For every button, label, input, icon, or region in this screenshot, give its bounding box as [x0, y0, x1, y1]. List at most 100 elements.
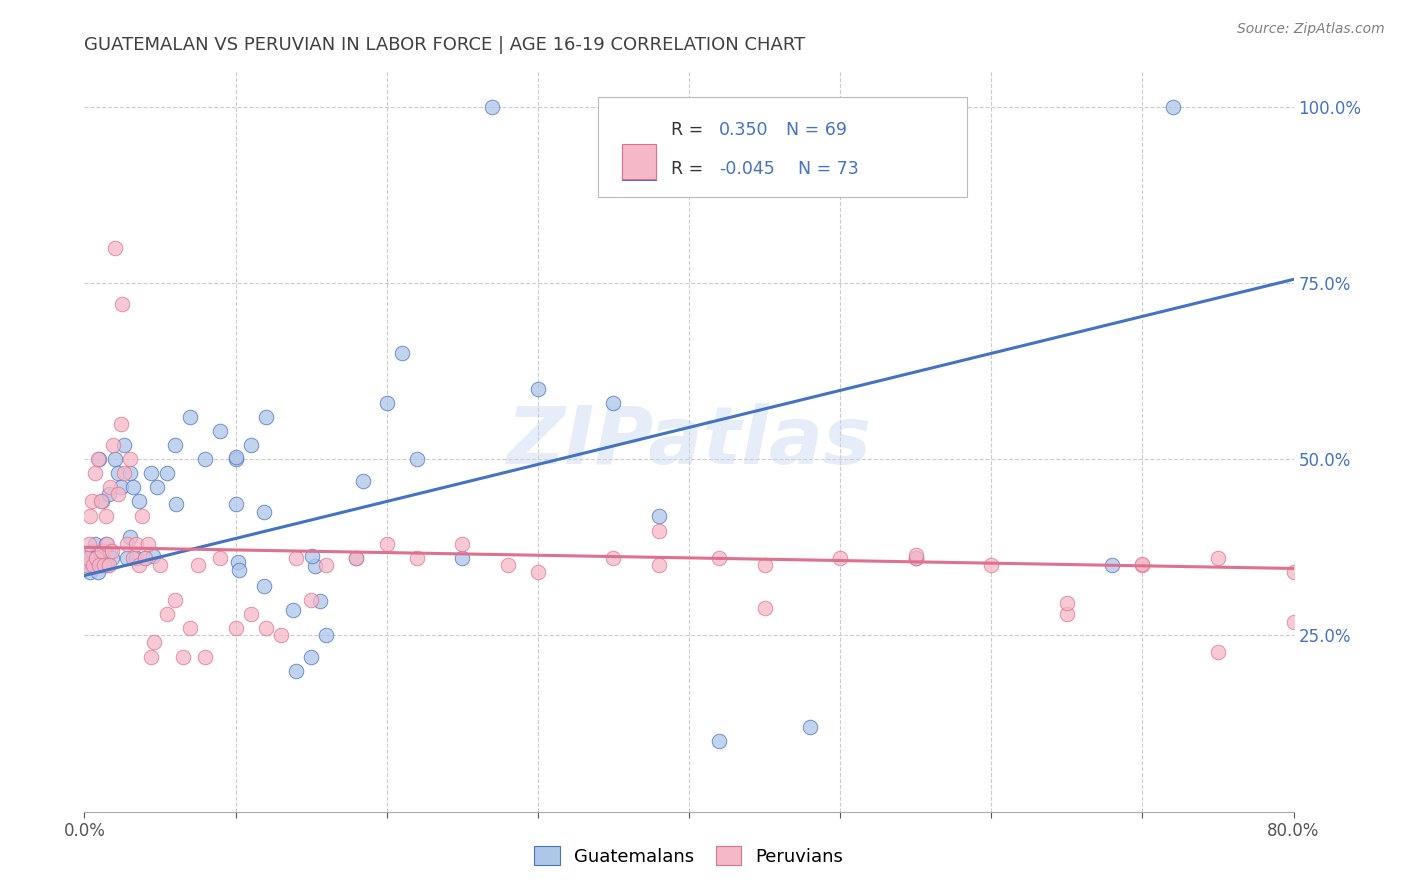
Point — [451, 550, 474, 565]
Point — [98, 480, 121, 494]
Text: N = 73: N = 73 — [797, 160, 859, 178]
Point — [225, 621, 247, 635]
Point — [134, 550, 156, 565]
Point — [128, 558, 150, 572]
Point — [253, 579, 276, 593]
Point — [93, 558, 115, 572]
Point — [80, 494, 103, 508]
Point — [134, 550, 156, 565]
FancyBboxPatch shape — [599, 97, 967, 197]
Point — [156, 467, 179, 481]
Point — [107, 487, 129, 501]
Point — [1130, 557, 1153, 571]
Point — [209, 550, 232, 565]
Point — [76, 550, 98, 565]
Text: ZIPatlas: ZIPatlas — [506, 402, 872, 481]
Point — [904, 548, 927, 562]
Point — [115, 550, 138, 565]
Point — [406, 550, 429, 565]
Point — [304, 559, 326, 574]
Text: -0.045: -0.045 — [720, 160, 775, 178]
Point — [142, 549, 165, 563]
Point — [285, 664, 308, 678]
Point — [90, 494, 112, 508]
Point — [121, 480, 143, 494]
Point — [97, 558, 120, 572]
Point — [125, 537, 148, 551]
Point — [1130, 558, 1153, 572]
Point — [86, 550, 108, 565]
Point — [146, 480, 169, 494]
Point — [121, 550, 143, 565]
Point — [118, 467, 141, 481]
Point — [76, 558, 98, 572]
Point — [91, 494, 114, 508]
Point — [315, 628, 337, 642]
Point — [94, 537, 117, 551]
Text: Source: ZipAtlas.com: Source: ZipAtlas.com — [1237, 22, 1385, 37]
Point — [165, 438, 187, 452]
Point — [980, 558, 1002, 572]
Point — [225, 497, 247, 511]
Point — [179, 409, 201, 424]
Point — [89, 452, 111, 467]
Text: R =: R = — [671, 121, 703, 139]
Point — [139, 649, 162, 664]
Point — [101, 438, 124, 452]
Point — [346, 550, 368, 565]
Point — [754, 558, 776, 572]
Point — [98, 544, 121, 558]
Point — [79, 565, 101, 579]
Point — [602, 396, 624, 410]
Point — [165, 497, 187, 511]
Point — [225, 452, 247, 467]
Point — [165, 593, 187, 607]
Point — [115, 537, 138, 551]
Point — [179, 621, 201, 635]
Point — [1206, 645, 1229, 659]
Point — [104, 241, 127, 255]
Point — [84, 467, 107, 481]
Point — [82, 558, 104, 572]
Point — [451, 537, 474, 551]
Point — [139, 467, 162, 481]
Point — [77, 550, 100, 565]
Point — [346, 550, 368, 565]
Point — [156, 607, 179, 622]
Point — [96, 537, 118, 551]
Point — [527, 565, 550, 579]
Text: N = 69: N = 69 — [786, 121, 846, 139]
Bar — [623, 144, 657, 179]
Point — [285, 550, 308, 565]
Point — [253, 505, 276, 519]
Point — [754, 601, 776, 615]
Point — [239, 438, 262, 452]
Point — [93, 550, 115, 565]
Point — [1101, 558, 1123, 572]
Text: GUATEMALAN VS PERUVIAN IN LABOR FORCE | AGE 16-19 CORRELATION CHART: GUATEMALAN VS PERUVIAN IN LABOR FORCE | … — [84, 36, 806, 54]
Point — [709, 550, 731, 565]
Point — [904, 550, 927, 565]
Point — [128, 494, 150, 508]
Point — [79, 508, 101, 523]
Point — [254, 409, 277, 424]
Point — [125, 550, 148, 565]
Point — [194, 649, 217, 664]
Point — [1056, 607, 1078, 622]
Point — [100, 550, 122, 565]
Point — [375, 537, 398, 551]
Point — [120, 531, 142, 545]
Point — [527, 382, 550, 396]
Point — [254, 621, 277, 635]
Point — [87, 452, 110, 467]
Point — [281, 603, 304, 617]
Point — [1056, 596, 1078, 610]
Point — [75, 558, 97, 572]
Point — [299, 593, 322, 607]
Point — [375, 396, 398, 410]
Point — [648, 508, 671, 523]
Point — [110, 417, 132, 431]
Point — [481, 100, 503, 114]
Point — [104, 452, 127, 467]
Bar — [623, 145, 657, 180]
